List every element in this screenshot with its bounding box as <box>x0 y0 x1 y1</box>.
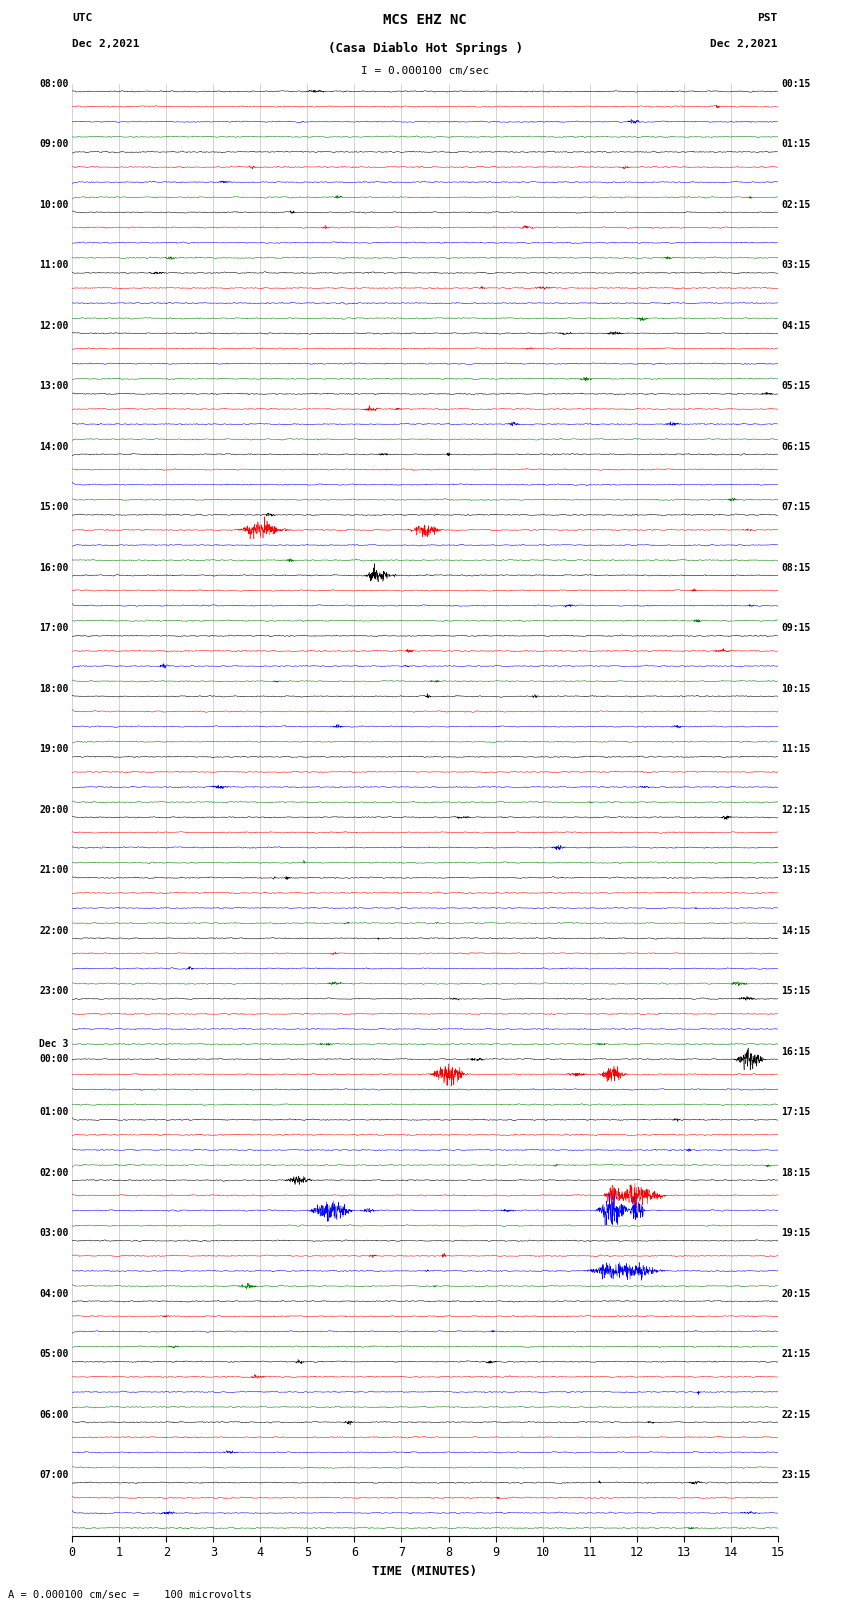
Text: 21:00: 21:00 <box>39 865 69 876</box>
Text: PST: PST <box>757 13 778 23</box>
Text: 16:15: 16:15 <box>781 1047 811 1057</box>
X-axis label: TIME (MINUTES): TIME (MINUTES) <box>372 1565 478 1578</box>
Text: 10:15: 10:15 <box>781 684 811 694</box>
Text: 19:15: 19:15 <box>781 1227 811 1239</box>
Text: 18:00: 18:00 <box>39 684 69 694</box>
Text: 10:00: 10:00 <box>39 200 69 210</box>
Text: 22:15: 22:15 <box>781 1410 811 1419</box>
Text: 15:15: 15:15 <box>781 986 811 997</box>
Text: 17:00: 17:00 <box>39 623 69 634</box>
Text: 02:00: 02:00 <box>39 1168 69 1177</box>
Text: 11:00: 11:00 <box>39 260 69 271</box>
Text: 07:15: 07:15 <box>781 502 811 513</box>
Text: 09:00: 09:00 <box>39 139 69 150</box>
Text: Dec 2,2021: Dec 2,2021 <box>72 39 139 48</box>
Text: 23:00: 23:00 <box>39 986 69 997</box>
Text: 09:15: 09:15 <box>781 623 811 634</box>
Text: 03:00: 03:00 <box>39 1227 69 1239</box>
Text: 06:00: 06:00 <box>39 1410 69 1419</box>
Text: 02:15: 02:15 <box>781 200 811 210</box>
Text: 23:15: 23:15 <box>781 1469 811 1481</box>
Text: 04:15: 04:15 <box>781 321 811 331</box>
Text: 03:15: 03:15 <box>781 260 811 271</box>
Text: 13:15: 13:15 <box>781 865 811 876</box>
Text: 07:00: 07:00 <box>39 1469 69 1481</box>
Text: 21:15: 21:15 <box>781 1348 811 1360</box>
Text: 14:15: 14:15 <box>781 926 811 936</box>
Text: 01:15: 01:15 <box>781 139 811 150</box>
Text: 06:15: 06:15 <box>781 442 811 452</box>
Text: UTC: UTC <box>72 13 93 23</box>
Text: 08:00: 08:00 <box>39 79 69 89</box>
Text: 22:00: 22:00 <box>39 926 69 936</box>
Text: 17:15: 17:15 <box>781 1107 811 1118</box>
Text: 20:00: 20:00 <box>39 805 69 815</box>
Text: 20:15: 20:15 <box>781 1289 811 1298</box>
Text: 11:15: 11:15 <box>781 744 811 755</box>
Text: 05:15: 05:15 <box>781 381 811 392</box>
Text: 13:00: 13:00 <box>39 381 69 392</box>
Text: 04:00: 04:00 <box>39 1289 69 1298</box>
Text: 18:15: 18:15 <box>781 1168 811 1177</box>
Text: I = 0.000100 cm/sec: I = 0.000100 cm/sec <box>361 66 489 76</box>
Text: 00:00: 00:00 <box>39 1053 69 1065</box>
Text: 08:15: 08:15 <box>781 563 811 573</box>
Text: 00:15: 00:15 <box>781 79 811 89</box>
Text: Dec 3: Dec 3 <box>39 1039 69 1050</box>
Text: 12:15: 12:15 <box>781 805 811 815</box>
Text: 12:00: 12:00 <box>39 321 69 331</box>
Text: 01:00: 01:00 <box>39 1107 69 1118</box>
Text: 14:00: 14:00 <box>39 442 69 452</box>
Text: A = 0.000100 cm/sec =    100 microvolts: A = 0.000100 cm/sec = 100 microvolts <box>8 1590 252 1600</box>
Text: 16:00: 16:00 <box>39 563 69 573</box>
Text: 19:00: 19:00 <box>39 744 69 755</box>
Text: (Casa Diablo Hot Springs ): (Casa Diablo Hot Springs ) <box>327 42 523 55</box>
Text: 15:00: 15:00 <box>39 502 69 513</box>
Text: Dec 2,2021: Dec 2,2021 <box>711 39 778 48</box>
Text: MCS EHZ NC: MCS EHZ NC <box>383 13 467 27</box>
Text: 05:00: 05:00 <box>39 1348 69 1360</box>
